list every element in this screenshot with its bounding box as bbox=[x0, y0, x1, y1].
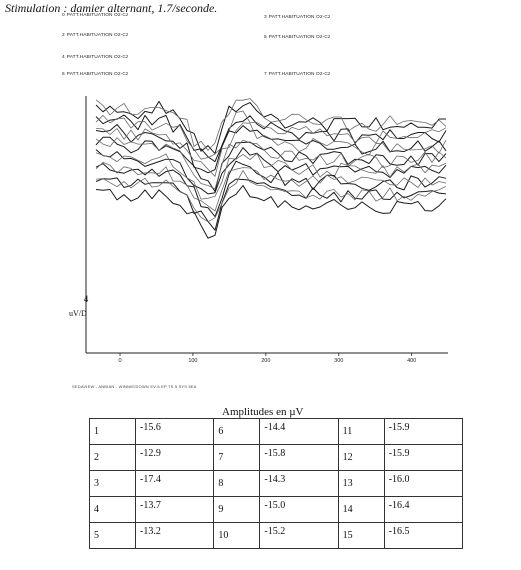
value-text: -15.6 bbox=[140, 422, 161, 433]
trace-line-4 bbox=[95, 110, 447, 160]
trace-line-13 bbox=[95, 177, 447, 231]
x-tick-label: 0 bbox=[118, 358, 121, 364]
legend-marker: 5 bbox=[264, 35, 267, 40]
legend-marker: 6 bbox=[62, 72, 65, 77]
table-cell-index: 2 bbox=[88, 444, 137, 471]
trace-line-7 bbox=[95, 136, 447, 192]
x-tick-label: 300 bbox=[334, 358, 343, 364]
table-row: 5 -13.2 10 -15.2 15 -16.5 bbox=[88, 522, 464, 549]
legend-label: PATT.HABITUATION O2-Cz bbox=[268, 15, 331, 20]
table-cell-value: -16.4 bbox=[383, 496, 464, 523]
table-row: 1 -15.6 6 -14.4 11 -15.9 bbox=[88, 418, 464, 445]
legend-marker: 0 bbox=[62, 13, 65, 18]
value-text: -16.0 bbox=[388, 474, 410, 485]
table-cell-value: -17.4 bbox=[135, 470, 215, 497]
table-cell-index: 8 bbox=[213, 470, 261, 497]
table-row: 4 -13.7 9 -15.0 14 -16.4 bbox=[88, 496, 464, 523]
table-cell-value: -13.2 bbox=[135, 522, 215, 549]
table-cell-value: -12.9 bbox=[135, 444, 215, 471]
trace-line-2 bbox=[95, 98, 447, 151]
trace-line-6 bbox=[95, 122, 447, 177]
footer-note: SEDAVIEW - ANBIAN - WINNIE/DOWN EV-5 EP … bbox=[72, 384, 197, 389]
table-cell-index: 10 bbox=[213, 522, 261, 549]
value-text: -17.4 bbox=[140, 474, 161, 485]
legend-marker: 3 bbox=[264, 15, 267, 20]
legend-label: PATT.HABITUATION O2-Cz bbox=[66, 55, 129, 60]
table-cell-value: -15.2 bbox=[259, 522, 339, 549]
trace-line-12 bbox=[95, 162, 447, 212]
table-cell-value: -15.9 bbox=[383, 444, 464, 471]
value-text: -15.0 bbox=[264, 500, 286, 511]
vep-plot: 0 100 200 300 400 4 uV/D bbox=[69, 96, 448, 364]
table-cell-index: 4 bbox=[88, 496, 137, 523]
x-tick-label: 400 bbox=[407, 358, 416, 364]
value-text: -15.8 bbox=[264, 448, 286, 459]
legend-label: PATT.HABITUATION O2-Cz bbox=[66, 72, 129, 77]
table-cell-index: 9 bbox=[213, 496, 261, 523]
x-tick-label: 100 bbox=[188, 358, 197, 364]
trace-line-14 bbox=[95, 170, 447, 223]
legend-left-0: 0 PATT.HABITUATION O2-Cz bbox=[62, 13, 128, 18]
table-cell-value: -13.7 bbox=[135, 496, 215, 523]
value-text: -15.9 bbox=[388, 448, 410, 459]
table-cell-value: -15.6 bbox=[135, 418, 215, 445]
legend-label: PATT.HABITUATION O2-Cz bbox=[66, 13, 129, 18]
trace-line-15 bbox=[95, 185, 447, 239]
legend-right-0: 3 PATT.HABITUATION O2-Cz bbox=[264, 15, 330, 20]
legend-right-2: 7 PATT.HABITUATION O2-Cz bbox=[264, 72, 330, 77]
legend-label: PATT.HABITUATION O2-Cz bbox=[268, 35, 331, 40]
legend-marker: 7 bbox=[264, 72, 267, 77]
table-cell-index: 14 bbox=[337, 496, 385, 523]
legend-marker: 4 bbox=[62, 55, 65, 60]
table-cell-value: -15.8 bbox=[259, 444, 339, 471]
y-axis-unit-label: uV/D bbox=[69, 309, 87, 318]
table-cell-index: 1 bbox=[88, 418, 137, 445]
table-row: 2 -12.9 7 -15.8 12 -15.9 bbox=[88, 444, 464, 471]
legend-label: PATT.HABITUATION O2-Cz bbox=[66, 33, 129, 38]
y-scale-label: 4 bbox=[84, 294, 89, 304]
legend-marker: 2 bbox=[62, 33, 65, 38]
table-cell-value: -15.9 bbox=[383, 418, 464, 445]
table-cell-value: -16.5 bbox=[383, 522, 464, 549]
x-tick-label: 200 bbox=[261, 358, 270, 364]
table-cell-index: 6 bbox=[213, 418, 261, 445]
value-text: -15.9 bbox=[388, 422, 410, 433]
table-cell-value: -15.0 bbox=[259, 496, 339, 523]
legend-label: PATT.HABITUATION O2-Cz bbox=[268, 72, 331, 77]
trace-line-11 bbox=[95, 160, 447, 218]
trace-line-1 bbox=[95, 100, 446, 155]
amplitudes-table: 1 -15.6 6 -14.4 11 -15.9 2 -12.9 7 -15.8… bbox=[88, 418, 464, 549]
table-cell-index: 3 bbox=[88, 470, 137, 497]
table-row: 3 -17.4 8 -14.3 13 -16.0 bbox=[88, 470, 464, 497]
legend-right-1: 5 PATT.HABITUATION O2-Cz bbox=[264, 35, 330, 40]
trace-line-10 bbox=[95, 152, 447, 200]
value-text: -16.4 bbox=[388, 500, 410, 511]
table-cell-value: -14.3 bbox=[259, 470, 339, 497]
value-text: -15.2 bbox=[264, 526, 286, 537]
value-text: -14.4 bbox=[264, 422, 286, 433]
legend-left-1: 2 PATT.HABITUATION O2-Cz bbox=[62, 33, 128, 38]
trace-line-8 bbox=[95, 137, 447, 190]
table-cell-index: 13 bbox=[337, 470, 385, 497]
legend-left-3: 6 PATT.HABITUATION O2-Cz bbox=[62, 72, 128, 77]
value-text: -16.5 bbox=[388, 526, 410, 537]
table-cell-index: 11 bbox=[337, 418, 385, 445]
table-cell-index: 7 bbox=[213, 444, 261, 471]
table-cell-index: 5 bbox=[88, 522, 137, 549]
table-cell-index: 12 bbox=[337, 444, 385, 471]
stimulation-title: Stimulation : damier alternant, 1.7/seco… bbox=[5, 1, 218, 15]
legend-left-2: 4 PATT.HABITUATION O2-Cz bbox=[62, 55, 128, 60]
value-text: -12.9 bbox=[140, 448, 161, 459]
value-text: -14.3 bbox=[264, 474, 286, 485]
value-text: -13.7 bbox=[140, 500, 161, 511]
trace-line-9 bbox=[95, 147, 447, 195]
table-cell-value: -14.4 bbox=[259, 418, 339, 445]
table-cell-index: 15 bbox=[337, 522, 385, 549]
amplitudes-title: Amplitudes en µV bbox=[222, 406, 304, 418]
trace-line-3 bbox=[95, 114, 447, 163]
table-cell-value: -16.0 bbox=[383, 470, 464, 497]
value-text: -13.2 bbox=[140, 526, 161, 537]
